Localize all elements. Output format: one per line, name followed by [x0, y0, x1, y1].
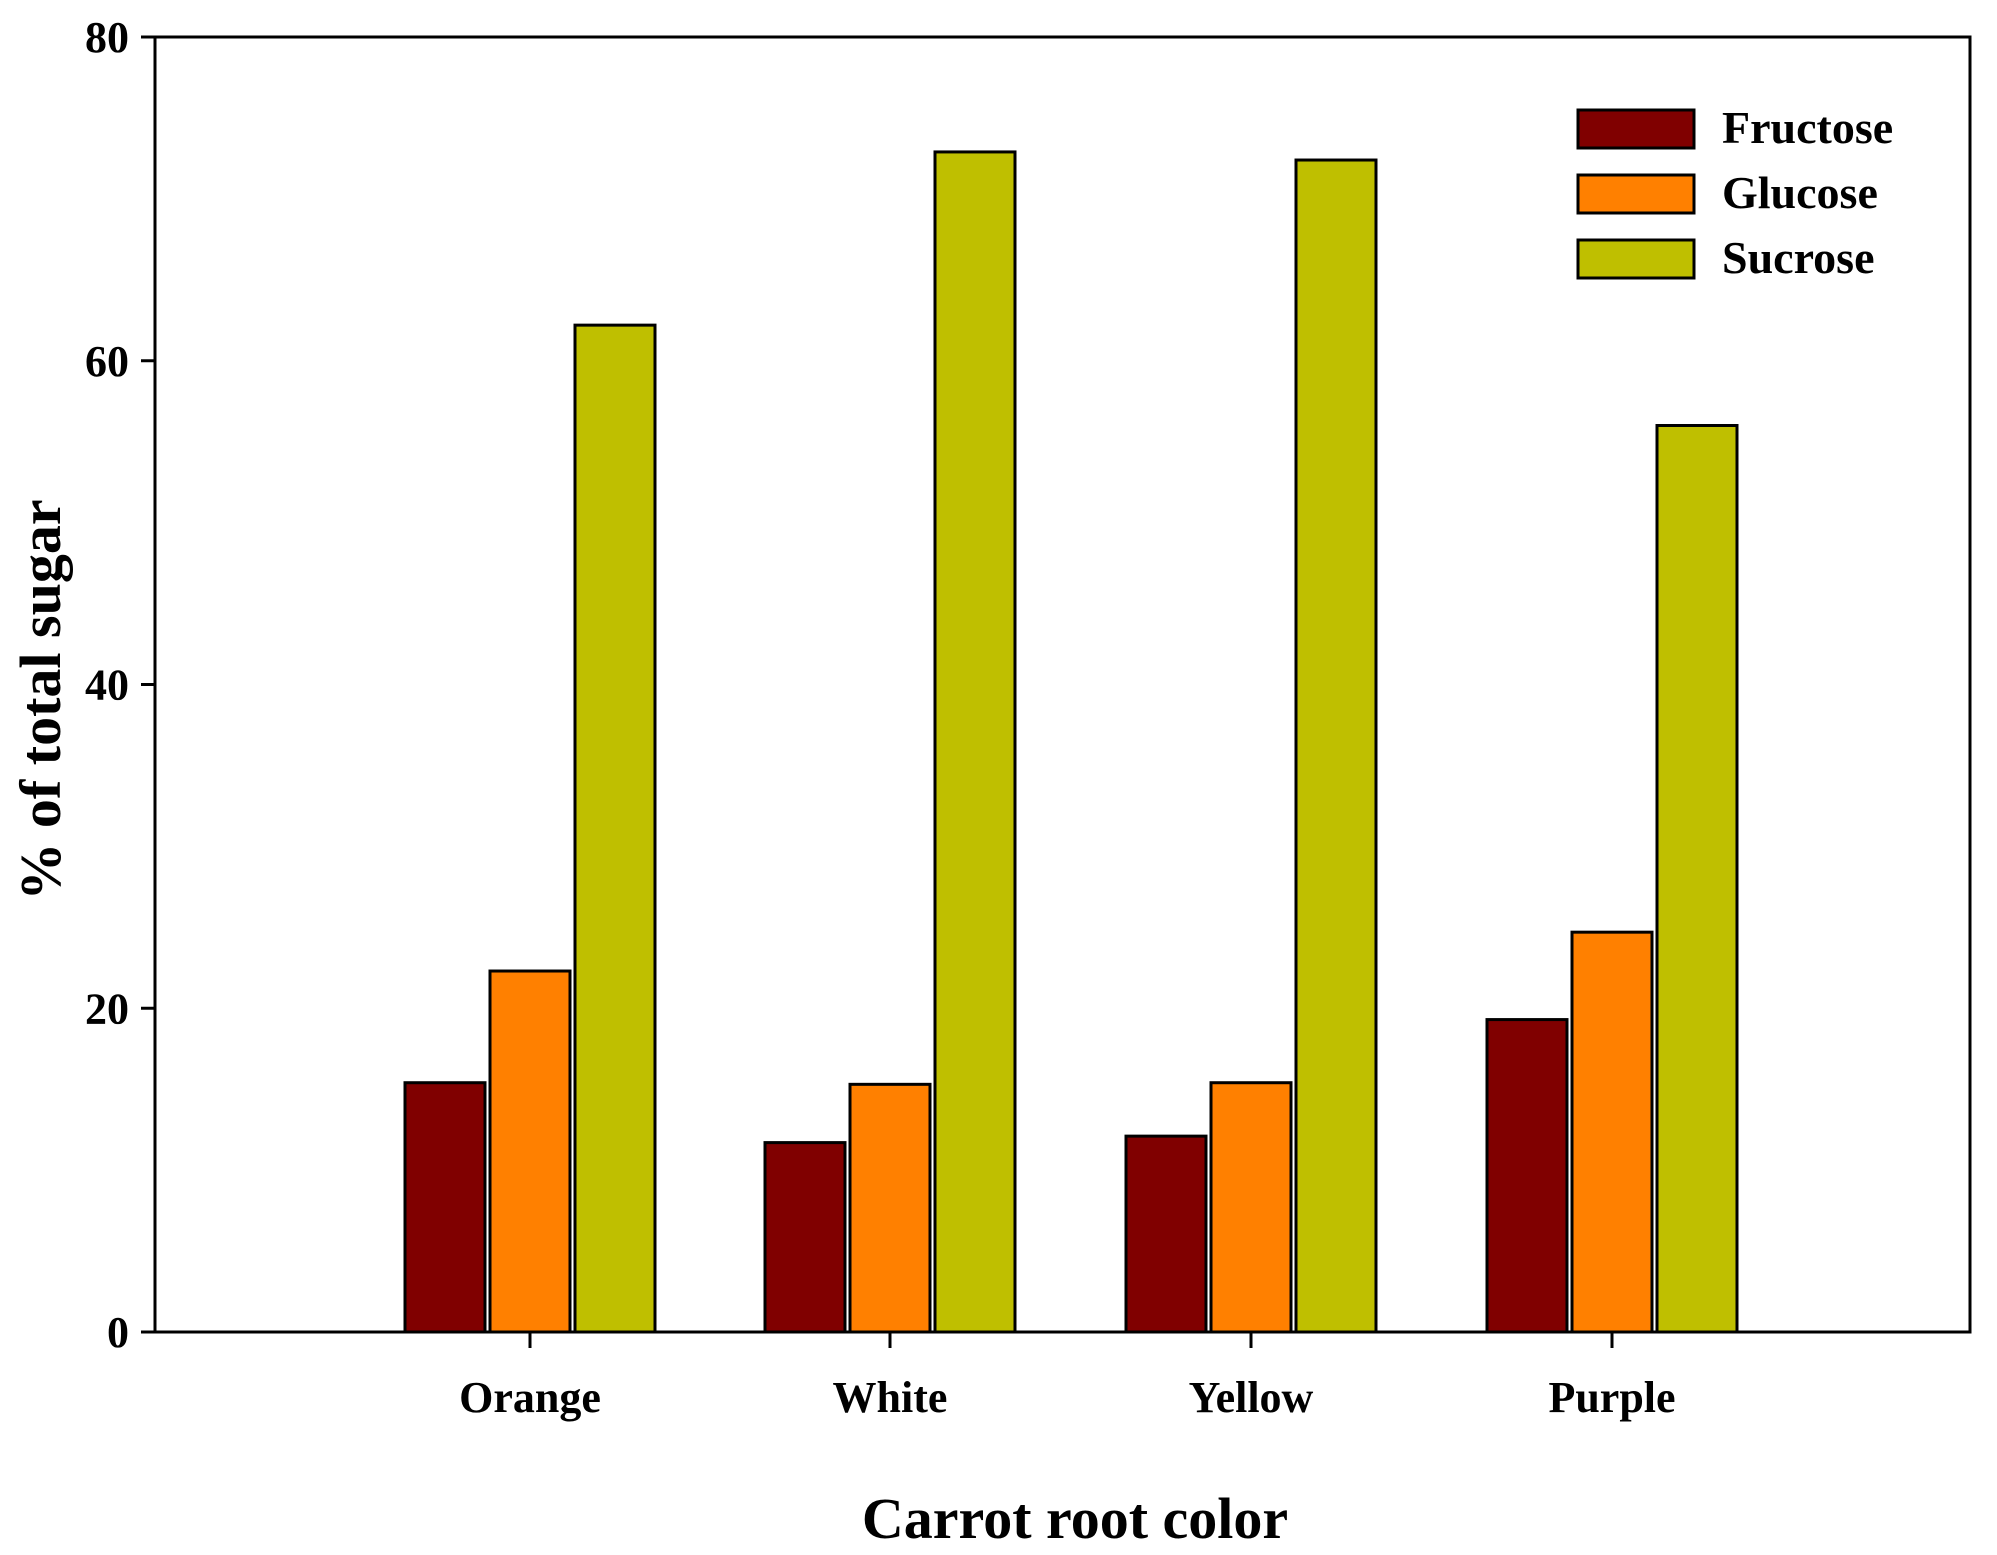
bar-glucose-purple: [1570, 930, 1654, 1334]
y-tick-label: 0: [107, 1308, 129, 1357]
bar-fructose-white: [763, 1141, 847, 1334]
bar-sucrose-orange: [573, 323, 657, 1334]
y-axis: 0 20 40 60 80: [85, 13, 155, 1357]
bar-sucrose-purple: [1655, 424, 1739, 1334]
y-axis-title: % of total sugar: [8, 499, 73, 900]
bar-fructose-orange: [403, 1081, 487, 1334]
legend: Fructose Glucose Sucrose: [1576, 102, 1893, 283]
y-tick-label: 40: [85, 661, 129, 710]
bars-group: [403, 150, 1739, 1334]
legend-swatch-glucose: [1576, 173, 1696, 215]
x-tick-label-orange: Orange: [459, 1373, 601, 1422]
x-tick-label-yellow: Yellow: [1189, 1373, 1314, 1422]
x-tick-label-purple: Purple: [1548, 1373, 1675, 1422]
y-tick-label: 20: [85, 984, 129, 1033]
x-tick-label-white: White: [833, 1373, 948, 1422]
bar-glucose-yellow: [1209, 1081, 1293, 1334]
y-tick-label: 80: [85, 13, 129, 62]
bar-sucrose-white: [933, 150, 1017, 1334]
x-axis-title: Carrot root color: [862, 1486, 1288, 1551]
x-axis: Orange White Yellow Purple: [459, 1332, 1676, 1422]
legend-swatch-sucrose: [1576, 238, 1696, 280]
y-tick-label: 60: [85, 337, 129, 386]
legend-swatch-fructose: [1576, 108, 1696, 150]
legend-label-glucose: Glucose: [1722, 167, 1878, 218]
bar-sucrose-yellow: [1294, 158, 1378, 1334]
bar-fructose-yellow: [1124, 1134, 1208, 1334]
bar-glucose-orange: [488, 969, 572, 1334]
bar-fructose-purple: [1485, 1018, 1569, 1334]
legend-label-sucrose: Sucrose: [1722, 232, 1875, 283]
bar-glucose-white: [848, 1082, 932, 1334]
legend-label-fructose: Fructose: [1722, 102, 1893, 153]
